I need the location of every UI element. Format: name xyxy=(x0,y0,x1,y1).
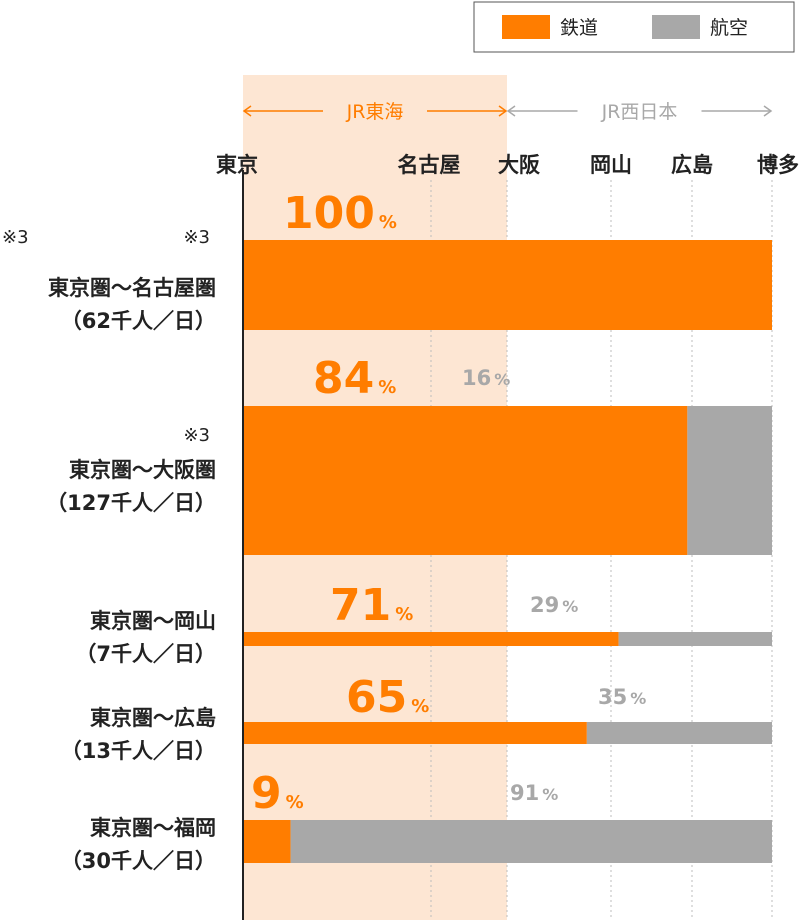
rail-pct-label-0: 100% xyxy=(283,188,397,239)
route-volume-2: （7千人／日） xyxy=(75,642,216,666)
route-volume-4: （30千人／日） xyxy=(61,849,216,873)
bar-air-2 xyxy=(618,632,772,646)
bar-air-3 xyxy=(586,722,772,744)
jr-west-arrow-right xyxy=(701,105,773,117)
bar-air-4 xyxy=(290,820,772,863)
city-label-4: 広島 xyxy=(671,153,713,177)
air-pct-label-2: 29% xyxy=(530,593,578,617)
city-label-1: 名古屋 xyxy=(398,153,461,177)
rail-pct-label-2: 71% xyxy=(330,580,413,631)
air-pct-label-3: 35% xyxy=(598,685,646,709)
route-volume-0: （62千人／日） xyxy=(61,309,216,333)
legend-swatch-rail xyxy=(502,15,550,39)
route-label-4: 東京圏〜福岡 xyxy=(90,816,216,840)
route-label-2: 東京圏〜岡山 xyxy=(90,609,216,633)
legend-label-air: 航空 xyxy=(710,17,748,39)
air-pct-label-1: 16% xyxy=(462,366,510,390)
jr-west-arrow-left-head-left xyxy=(506,105,516,117)
route-volume-1: （127千人／日） xyxy=(46,491,216,515)
jr-tokai-arrow-left xyxy=(242,105,323,117)
jr-tokai-arrow-right-head-right xyxy=(498,105,508,117)
rail-pct-label-1: 84% xyxy=(313,353,396,404)
jr-west-label: JR西日本 xyxy=(601,101,678,123)
bar-rail-1 xyxy=(243,406,688,555)
city-label-5: 博多 xyxy=(757,153,799,177)
air-pct-label-4: 91% xyxy=(510,781,558,805)
route-volume-3: （13千人／日） xyxy=(61,739,216,763)
legend-label-rail: 鉄道 xyxy=(560,17,598,39)
city-label-3: 岡山 xyxy=(590,153,632,177)
note-dest-1: ※3 xyxy=(183,425,210,446)
jr-tokai-label: JR東海 xyxy=(346,101,404,123)
legend-swatch-air xyxy=(652,15,700,39)
rail-pct-label-3: 65% xyxy=(346,672,429,723)
jr-tokai-arrow-right xyxy=(427,105,508,117)
bar-rail-2 xyxy=(243,632,619,646)
rail-pct-label-4: 9% xyxy=(251,768,304,819)
jr-tokai-arrow-left-head-left xyxy=(242,105,252,117)
legend: 鉄道 航空 xyxy=(473,1,795,53)
note-dest-0: ※3 xyxy=(183,227,210,248)
bar-rail-0 xyxy=(243,240,772,330)
route-label-3: 東京圏〜広島 xyxy=(90,706,216,730)
jr-west-arrow-right-head-right xyxy=(763,105,773,117)
bar-rail-4 xyxy=(243,820,291,863)
city-label-2: 大阪 xyxy=(498,153,541,177)
jr-west-arrow-left xyxy=(506,105,578,117)
route-label-0: 東京圏〜名古屋圏 xyxy=(48,276,216,300)
bar-rail-3 xyxy=(243,722,587,744)
note-origin-0: ※3 xyxy=(2,227,29,248)
city-label-0: 東京 xyxy=(216,153,258,177)
route-label-1: 東京圏〜大阪圏 xyxy=(69,458,216,482)
bar-air-1 xyxy=(687,406,772,555)
